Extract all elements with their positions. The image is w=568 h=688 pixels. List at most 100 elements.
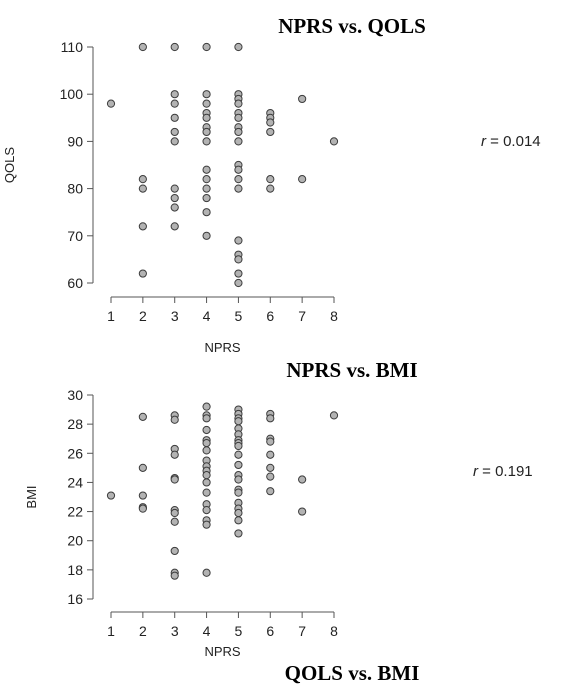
chart-1-data-point	[170, 137, 179, 146]
chart-1-y-tick-label: 70	[67, 228, 83, 244]
chart-2-y-tick-label: 26	[67, 445, 83, 461]
chart-1-data-point	[170, 99, 179, 108]
chart-2-y-tick-label: 16	[67, 591, 83, 607]
chart-2-data-point	[202, 402, 211, 411]
chart-1-x-tick-label: 3	[171, 308, 179, 324]
chart-1-y-axis-label: QOLS	[2, 147, 17, 183]
chart-2-data-point	[234, 488, 243, 497]
chart-2-x-axis-label: NPRS	[204, 644, 240, 659]
chart-1-data-point	[234, 269, 243, 278]
chart-1-data-point	[202, 165, 211, 174]
chart-1-data-point	[170, 90, 179, 99]
chart-1-data-point	[202, 184, 211, 193]
chart-2-data-point	[138, 463, 147, 472]
chart-1-data-point	[170, 193, 179, 203]
chart-2-data-point	[170, 546, 179, 556]
chart-1-x-tick-label: 1	[107, 308, 115, 324]
chart-2-data-point	[266, 414, 275, 423]
chart-2-data-point	[202, 414, 211, 423]
chart-2-data-point	[202, 506, 211, 515]
chart-1-data-point	[202, 137, 211, 146]
chart-2-data-point	[234, 417, 243, 426]
chart-1-y-tick-label: 90	[67, 133, 83, 149]
chart-1-x-tick-label: 8	[330, 308, 338, 324]
chart-2-data-point	[234, 475, 243, 484]
chart-2-y-tick-label: 18	[67, 562, 83, 578]
chart-2-correlation-label: r = 0.191	[473, 463, 533, 480]
chart-1-data-point	[266, 127, 275, 137]
chart-1-data-point	[234, 113, 243, 122]
chart-3-title: QOLS vs. BMI	[285, 661, 420, 685]
chart-2-data-point	[170, 450, 179, 459]
chart-2-data-point	[170, 517, 179, 526]
chart-2-data-point	[170, 571, 179, 580]
chart-1-data-point	[170, 113, 179, 122]
chart-1-x-tick-label: 7	[298, 308, 306, 324]
chart-1-data-point	[298, 94, 307, 104]
chart-1-y-tick-label: 110	[61, 39, 84, 55]
chart-1-data-point	[202, 90, 211, 99]
chart-2-y-tick-label: 30	[67, 387, 83, 403]
chart-1-data-point	[266, 118, 275, 127]
chart-2-x-tick-label: 1	[107, 623, 115, 639]
chart-1-data-point	[234, 255, 243, 264]
chart-1-data-point	[266, 175, 275, 184]
chart-2-y-tick-label: 20	[67, 533, 83, 549]
chart-1-correlation-label: r = 0.014	[481, 133, 541, 150]
chart-2-data-point	[266, 463, 275, 472]
chart-1-data-point	[298, 175, 307, 184]
chart-1-data-point	[170, 184, 179, 193]
chart-2-data-point	[298, 507, 307, 516]
chart-2-data-point	[329, 411, 339, 420]
chart-2-data-point	[170, 508, 179, 518]
chart-1-data-point	[202, 42, 211, 52]
chart-2-data-point	[138, 504, 147, 513]
chart-2-data-point	[138, 412, 147, 421]
chart-2-y-tick-label: 28	[67, 416, 83, 432]
chart-2-x-tick-label: 8	[330, 623, 338, 639]
chart-1-data-point	[234, 165, 243, 174]
chart-1-data-point	[106, 99, 116, 108]
chart-2-data-point	[234, 516, 243, 525]
chart-2-data-point	[138, 491, 147, 500]
chart-1-data-point	[234, 278, 243, 288]
chart-2-data-point	[202, 446, 211, 455]
chart-2-data-point	[266, 437, 275, 446]
chart-1-y-tick-label: 100	[60, 86, 84, 102]
chart-2-y-tick-label: 22	[67, 504, 83, 520]
chart-1-data-point	[138, 42, 147, 52]
chart-2-data-point	[202, 438, 211, 448]
chart-2-data-point	[202, 478, 211, 487]
chart-1-data-point	[170, 203, 179, 212]
chart-2-data-point	[202, 520, 211, 529]
chart-1-data-point	[202, 231, 211, 240]
chart-1-x-tick-label: 5	[235, 308, 243, 324]
chart-2-data-point	[202, 488, 211, 497]
chart-1-y-tick-label: 80	[67, 181, 83, 197]
chart-2-data-point	[202, 425, 211, 435]
chart-1-data-point	[138, 184, 147, 193]
chart-1-y-tick-label: 60	[67, 275, 83, 291]
chart-2-data-point	[170, 415, 179, 424]
chart-1-data-point	[234, 99, 243, 108]
chart-1-data-point	[202, 99, 211, 108]
chart-2-x-tick-label: 6	[266, 623, 274, 639]
chart-2-x-tick-label: 7	[298, 623, 306, 639]
chart-2-data-point	[266, 472, 275, 481]
chart-2-data-point	[234, 529, 243, 538]
chart-1-x-tick-label: 2	[139, 308, 147, 324]
chart-2-data-point	[106, 491, 116, 500]
chart-1-data-point	[138, 222, 147, 231]
chart-2-data-point	[266, 450, 275, 459]
chart-1-x-tick-label: 6	[266, 308, 274, 324]
chart-2-y-axis-label: BMI	[24, 485, 39, 508]
chart-1-data-point	[202, 208, 211, 217]
chart-1-data-point	[266, 184, 275, 193]
chart-1-data-point	[170, 127, 179, 137]
chart-1-data-point	[202, 175, 211, 184]
chart-2-data-point	[170, 475, 179, 484]
chart-2-data-point	[266, 487, 275, 496]
chart-2-data-point	[234, 460, 243, 470]
chart-2-data-point	[234, 441, 243, 451]
chart-1-data-point	[202, 193, 211, 203]
